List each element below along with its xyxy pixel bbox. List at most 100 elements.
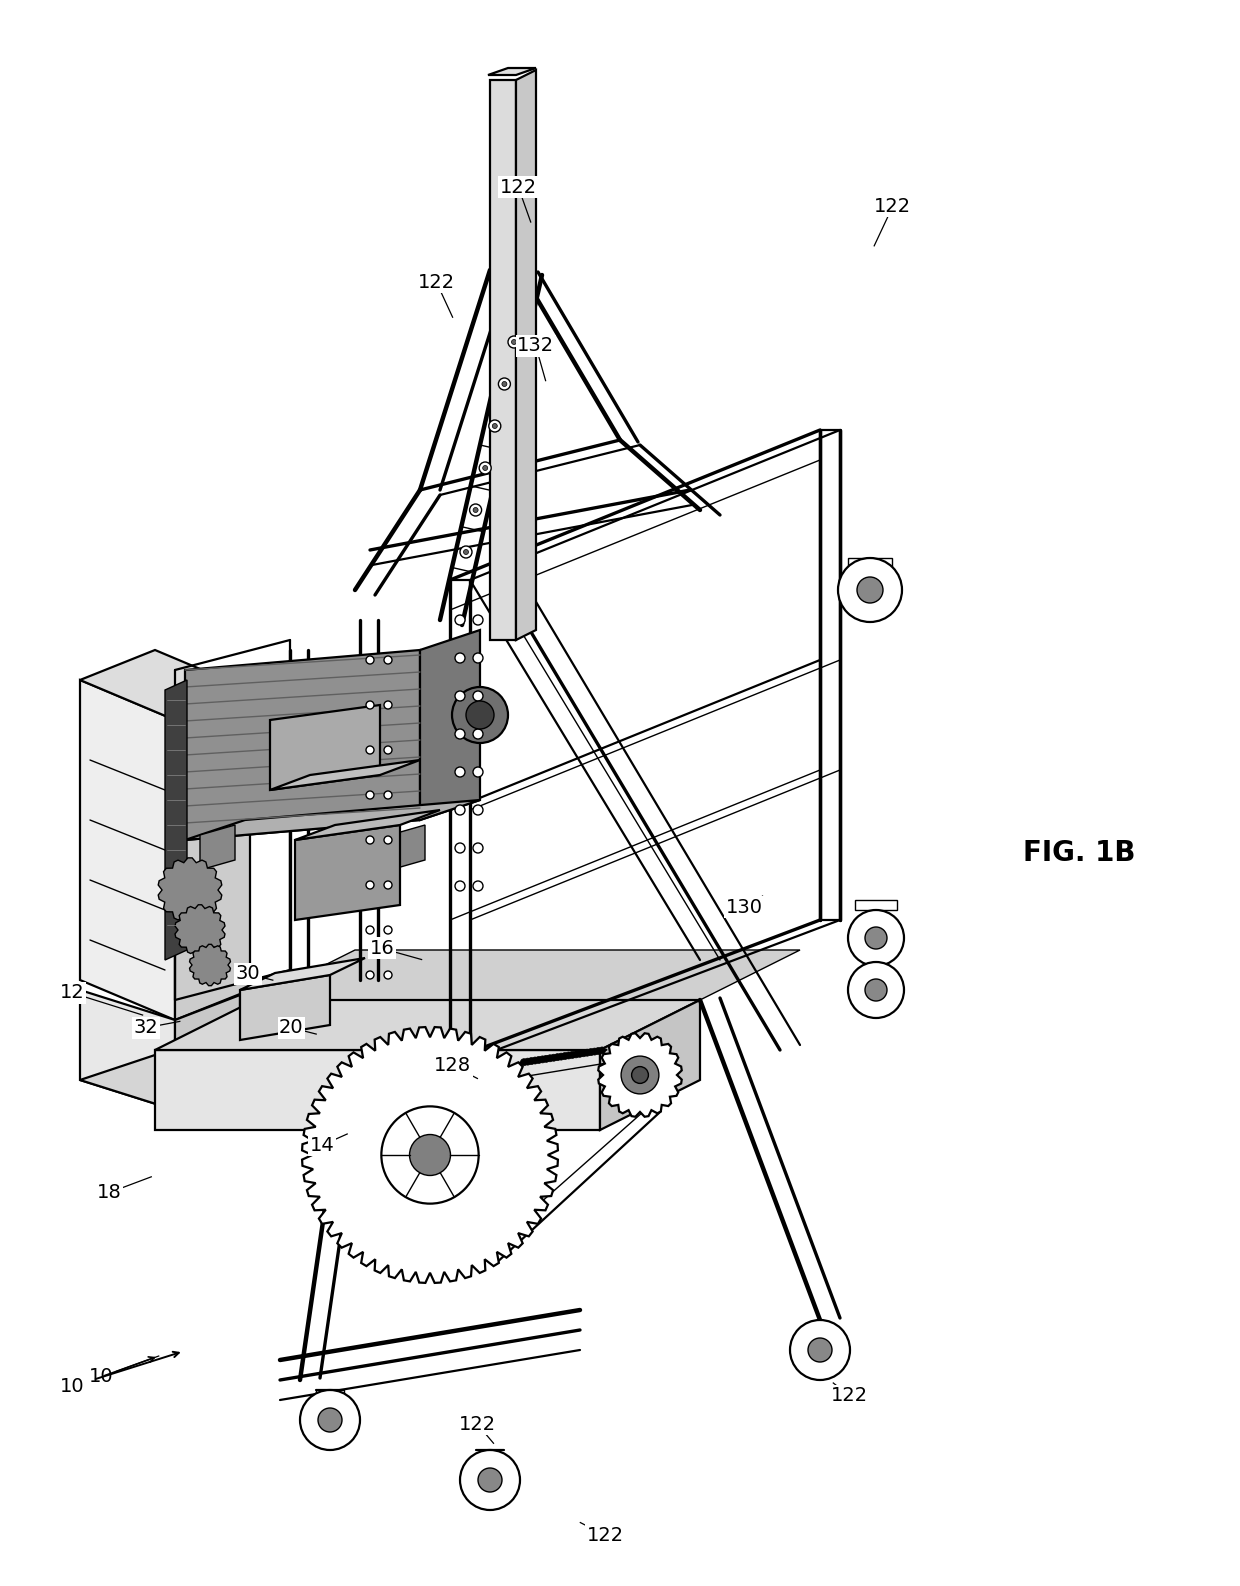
Circle shape [472, 844, 484, 853]
Circle shape [528, 1058, 534, 1064]
Text: 30: 30 [236, 964, 260, 983]
Circle shape [577, 1050, 583, 1058]
Text: 18: 18 [97, 1183, 122, 1202]
Circle shape [492, 423, 497, 428]
Circle shape [525, 1058, 531, 1066]
Circle shape [857, 577, 883, 603]
Circle shape [502, 382, 507, 387]
Circle shape [366, 926, 374, 934]
Text: 16: 16 [370, 939, 394, 958]
Polygon shape [165, 680, 187, 960]
Text: 32: 32 [134, 1018, 159, 1037]
Polygon shape [255, 950, 800, 1001]
Polygon shape [241, 975, 330, 1040]
Polygon shape [159, 858, 222, 921]
Circle shape [455, 730, 465, 739]
Circle shape [455, 653, 465, 663]
Polygon shape [190, 944, 231, 985]
Circle shape [453, 687, 508, 742]
Circle shape [409, 1134, 450, 1175]
Circle shape [366, 657, 374, 665]
Circle shape [562, 1053, 568, 1059]
Text: 130: 130 [725, 898, 763, 917]
Circle shape [808, 1339, 832, 1362]
Polygon shape [856, 899, 897, 910]
Circle shape [366, 701, 374, 709]
Circle shape [631, 1067, 649, 1083]
Circle shape [460, 1450, 520, 1510]
Polygon shape [391, 825, 425, 871]
Text: 122: 122 [874, 197, 911, 216]
Polygon shape [598, 1032, 682, 1117]
Polygon shape [600, 1001, 701, 1129]
Circle shape [472, 806, 484, 815]
Text: 10: 10 [89, 1367, 114, 1386]
Circle shape [384, 657, 392, 665]
Circle shape [384, 880, 392, 890]
Circle shape [472, 768, 484, 777]
Polygon shape [303, 1028, 558, 1283]
Circle shape [790, 1320, 849, 1380]
Circle shape [532, 1056, 538, 1064]
Circle shape [580, 1050, 587, 1056]
Circle shape [366, 791, 374, 799]
Polygon shape [81, 680, 175, 1020]
Polygon shape [175, 904, 224, 955]
Circle shape [482, 466, 487, 471]
Polygon shape [295, 810, 440, 841]
Polygon shape [185, 650, 420, 841]
Text: 122: 122 [459, 1415, 496, 1434]
Circle shape [455, 880, 465, 891]
Circle shape [573, 1052, 579, 1058]
Polygon shape [490, 79, 516, 641]
Circle shape [366, 745, 374, 753]
Circle shape [384, 745, 392, 753]
Circle shape [565, 1052, 572, 1059]
Circle shape [382, 1107, 479, 1204]
Text: 128: 128 [434, 1056, 471, 1075]
Circle shape [384, 836, 392, 844]
Circle shape [472, 880, 484, 891]
Circle shape [489, 420, 501, 431]
Circle shape [838, 558, 901, 622]
Circle shape [384, 701, 392, 709]
Polygon shape [270, 706, 379, 790]
Circle shape [848, 963, 904, 1018]
Circle shape [477, 1469, 502, 1492]
Circle shape [384, 791, 392, 799]
Circle shape [866, 979, 887, 1001]
Polygon shape [270, 760, 420, 790]
Polygon shape [848, 558, 892, 582]
Text: 122: 122 [500, 178, 537, 197]
Text: 122: 122 [831, 1386, 868, 1405]
Circle shape [317, 1408, 342, 1432]
Circle shape [599, 1047, 605, 1055]
Polygon shape [155, 1050, 600, 1129]
Circle shape [866, 926, 887, 948]
Circle shape [472, 653, 484, 663]
Circle shape [547, 1055, 553, 1061]
Circle shape [621, 1056, 658, 1094]
Circle shape [470, 504, 481, 515]
Text: 10: 10 [60, 1377, 84, 1396]
Text: 122: 122 [418, 273, 455, 292]
Text: FIG. 1B: FIG. 1B [1023, 839, 1135, 868]
Circle shape [848, 910, 904, 966]
Circle shape [472, 615, 484, 625]
Circle shape [472, 691, 484, 701]
Circle shape [595, 1047, 601, 1055]
Circle shape [366, 880, 374, 890]
Text: 132: 132 [517, 336, 554, 355]
Polygon shape [200, 825, 236, 871]
Circle shape [466, 701, 494, 730]
Polygon shape [295, 825, 401, 920]
Circle shape [455, 615, 465, 625]
Polygon shape [516, 70, 536, 641]
Polygon shape [81, 650, 250, 720]
Polygon shape [175, 690, 250, 1020]
Text: 122: 122 [587, 1526, 624, 1545]
Circle shape [472, 730, 484, 739]
Polygon shape [489, 68, 536, 75]
Circle shape [455, 806, 465, 815]
Circle shape [384, 926, 392, 934]
